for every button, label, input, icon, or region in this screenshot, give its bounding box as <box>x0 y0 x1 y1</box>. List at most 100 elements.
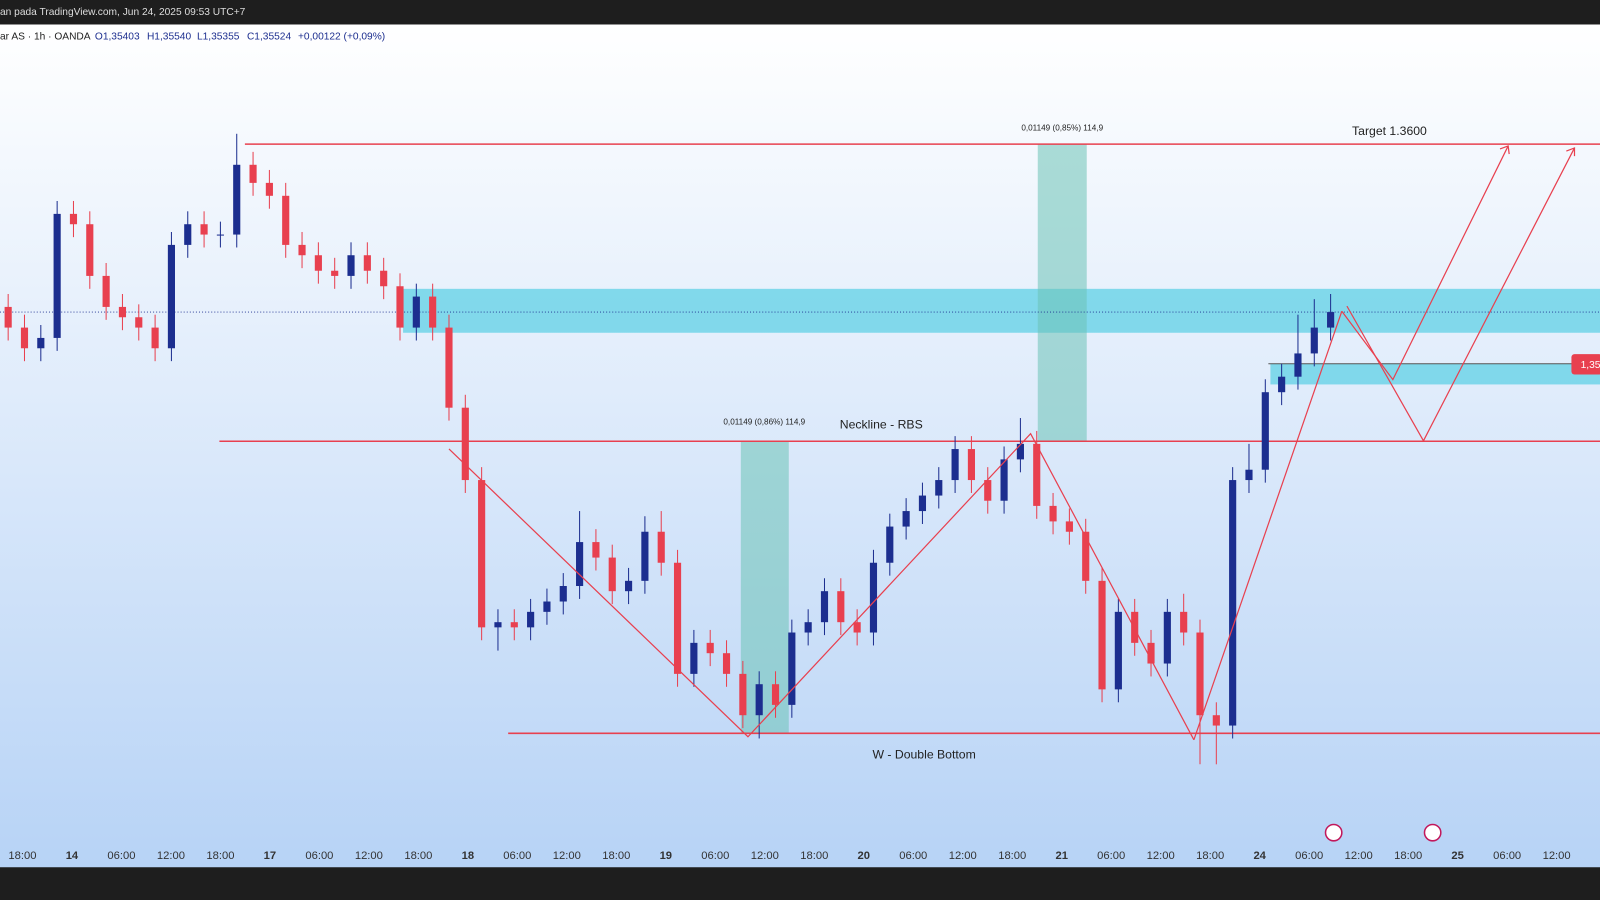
candle-body <box>510 622 518 628</box>
open-value: O1,35403 <box>95 31 140 42</box>
candle-body <box>527 611 535 628</box>
x-tick-label: 17 <box>264 850 276 862</box>
zones <box>0 143 1600 735</box>
candle-body <box>20 327 29 349</box>
candle-body <box>167 244 175 349</box>
candle-body <box>1278 376 1286 393</box>
candle-body <box>1082 531 1090 581</box>
candle-body <box>657 531 665 563</box>
candle-body <box>788 632 796 705</box>
candle-body <box>1049 505 1057 522</box>
candle-body <box>249 164 257 183</box>
candle-body <box>1180 611 1188 633</box>
rise-line <box>1193 311 1343 740</box>
candle-body <box>1229 480 1237 726</box>
candle-body <box>918 495 927 512</box>
candle-body <box>331 270 339 276</box>
candle-body <box>53 213 61 338</box>
x-tick-label: 06:00 <box>503 850 531 862</box>
x-tick-label: 24 <box>1253 850 1266 862</box>
candle-body <box>1310 327 1318 354</box>
x-tick-label: 06:00 <box>1097 850 1125 862</box>
candle-body <box>233 164 241 235</box>
symbol: ar AS · 1h · OANDA <box>0 31 91 42</box>
x-tick-label: 18 <box>462 850 474 862</box>
candle-body <box>755 684 763 716</box>
candle-body <box>1114 611 1122 690</box>
neckline-label: Neckline - RBS <box>840 418 923 432</box>
candle-body <box>200 224 208 235</box>
x-tick-label: 12:00 <box>355 850 383 862</box>
x-tick-label: 12:00 <box>949 850 977 862</box>
candle-body <box>1131 611 1139 643</box>
candle-body <box>935 480 943 496</box>
double-bottom-label: W - Double Bottom <box>872 747 975 761</box>
price-tag-bg <box>1571 354 1600 375</box>
candle-body <box>151 327 159 349</box>
x-tick-label: 06:00 <box>107 850 135 862</box>
event-icon[interactable] <box>1423 823 1442 842</box>
candle-body <box>543 601 551 612</box>
event-icon[interactable] <box>1324 823 1343 842</box>
high-value: H1,35540 <box>147 31 192 42</box>
candle-body <box>1033 443 1041 506</box>
x-tick-label: 12:00 <box>157 850 185 862</box>
x-tick-label: 12:00 <box>1543 850 1571 862</box>
candle-body <box>902 511 910 527</box>
change-value: +0,00122 (+0,09%) <box>298 31 385 42</box>
price-tag: 1,35 <box>1581 360 1600 371</box>
measure-label: 0,01149 (0,85%) 114,9 <box>1021 124 1103 133</box>
candle-body <box>265 182 273 196</box>
candle-body <box>608 557 616 592</box>
candle-body <box>1163 611 1171 664</box>
candle-body <box>1294 353 1302 377</box>
candle-body <box>673 562 682 674</box>
x-tick-label: 18:00 <box>998 850 1026 862</box>
candle-body <box>1000 459 1008 501</box>
x-tick-label: 18:00 <box>800 850 828 862</box>
candle-body <box>363 255 371 271</box>
candle-body <box>886 526 894 563</box>
x-tick-label: 06:00 <box>701 850 729 862</box>
bottom-bar <box>0 867 1600 900</box>
candle-body <box>690 642 698 674</box>
candle-body <box>429 296 437 328</box>
x-tick-label: 21 <box>1055 850 1067 862</box>
candle-body <box>1212 715 1220 726</box>
chart-background <box>0 24 1600 868</box>
x-tick-label: 18:00 <box>1394 850 1422 862</box>
candle-body <box>951 449 959 481</box>
x-tick-label: 20 <box>858 850 870 862</box>
candle-body <box>706 642 714 654</box>
candle-body <box>216 234 224 236</box>
candle-body <box>1016 443 1024 460</box>
candle-body <box>494 622 502 628</box>
candle-body <box>1261 392 1269 470</box>
x-tick-label: 18:00 <box>1196 850 1224 862</box>
candle-body <box>37 337 45 349</box>
x-tick-label: 06:00 <box>1295 850 1323 862</box>
x-tick-label: 06:00 <box>899 850 927 862</box>
retest-zone <box>1270 363 1600 385</box>
candle-body <box>576 542 584 587</box>
projection-1 <box>1341 145 1509 381</box>
x-tick-label: 18:00 <box>8 850 36 862</box>
x-tick-label: 12:00 <box>1147 850 1175 862</box>
candle-body <box>102 275 110 307</box>
x-tick-label: 19 <box>660 850 672 862</box>
candle-body <box>1098 580 1106 690</box>
candle-body <box>1147 642 1155 664</box>
candle-body <box>869 562 878 633</box>
candle-body <box>1065 521 1073 532</box>
candle-body <box>820 591 829 623</box>
candle-body <box>739 673 747 716</box>
candle-body <box>461 407 469 481</box>
arrow-head <box>1566 147 1576 157</box>
candle-body <box>396 286 404 328</box>
x-tick-label: 06:00 <box>305 850 333 862</box>
candle-body <box>314 255 322 271</box>
candle-body <box>412 296 420 328</box>
x-axis: 18:00 14 06:00 12:00 18:00 17 06:00 12:00 18:00 1… <box>8 850 1600 862</box>
candle-body <box>298 244 306 256</box>
